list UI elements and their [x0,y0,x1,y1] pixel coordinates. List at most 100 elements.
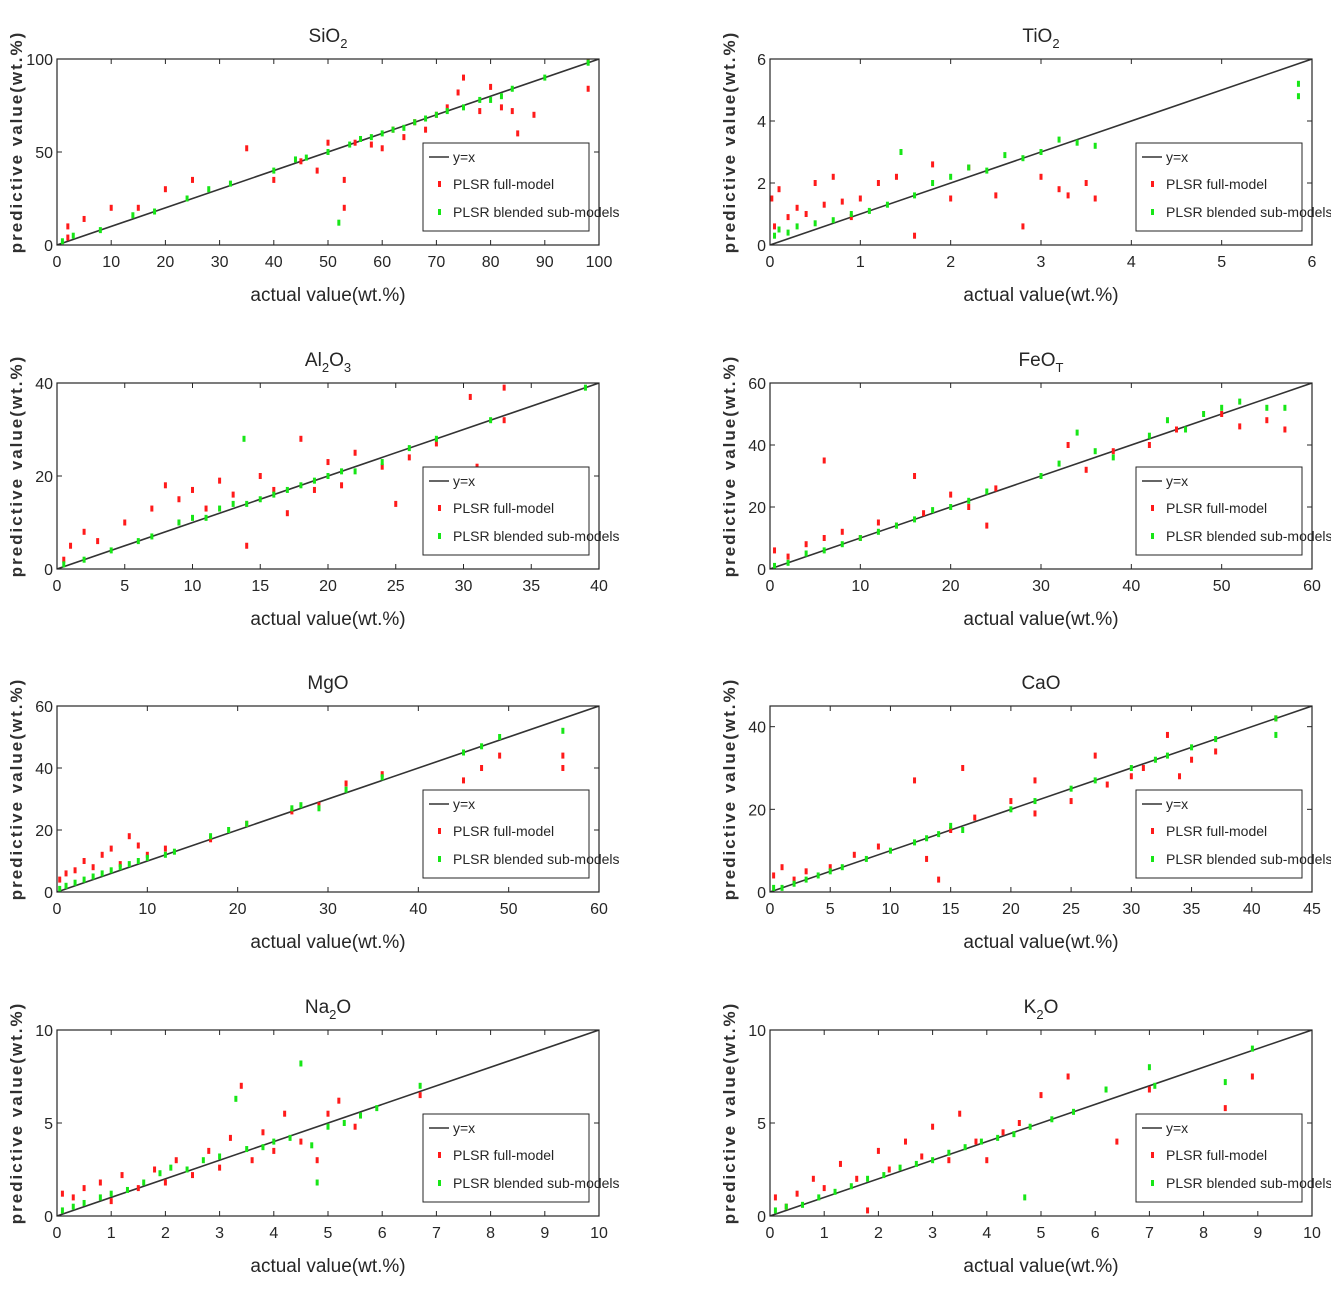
y-axis-label: predictive value(wt.%) [7,678,26,901]
full-model-point [1238,423,1242,430]
legend-label-sub: PLSR blended sub-models [1166,851,1331,867]
sub-model-point [833,1188,837,1195]
sub-model-point [185,195,189,202]
y-tick-label: 40 [748,438,766,455]
x-tick-label: 30 [211,254,229,271]
sub-model-point [337,219,341,226]
sub-model-point [207,186,211,193]
x-tick-label: 10 [882,901,900,918]
sub-model-point [344,786,348,793]
sub-model-point [1296,80,1300,87]
full-model-point [1190,756,1194,763]
legend-box [422,789,590,879]
full-model-point [58,876,62,883]
sub-model-point [375,1105,379,1112]
legend-box [422,142,590,232]
sub-model-point [353,468,357,475]
x-tick-label: 30 [1122,901,1140,918]
full-model-point [82,1185,86,1192]
sub-model-point [227,827,231,833]
sub-model-point [317,805,321,812]
full-model-point [312,486,316,493]
full-model-point [82,528,86,535]
sub-model-point [445,108,449,115]
full-model-point [299,435,303,442]
legend-sub-swatch [438,209,441,215]
sub-model-point [882,1172,886,1179]
full-model-point [191,176,194,183]
sub-model-point [98,227,102,234]
x-tick-label: 10 [590,1225,608,1242]
x-axis-label: actual value(wt.%) [250,932,405,953]
full-model-point [283,1110,287,1117]
panel-title: CaO [1021,673,1060,694]
full-model-point [922,510,926,517]
legend-sub-swatch [1151,209,1154,215]
x-tick-label: 0 [766,901,775,918]
sub-model-point [1238,398,1242,405]
full-model-point [795,204,799,211]
x-tick-label: 40 [265,254,283,271]
sub-model-point [1184,426,1188,433]
full-model-point [218,477,222,484]
x-tick-label: 5 [1037,1225,1046,1242]
x-tick-label: 1 [107,1225,116,1242]
y-tick-label: 60 [748,376,766,393]
sub-model-point [1147,1064,1151,1071]
sub-model-point [231,500,235,507]
legend: y=x PLSR full-model PLSR blended sub-model… [1135,142,1331,232]
legend-label-full: PLSR full-model [1166,176,1267,192]
legend-label-line: y=x [453,149,475,165]
x-tick-label: 70 [428,254,446,271]
full-model-point [792,876,796,883]
full-model-point [876,1147,880,1154]
full-model-point [98,1179,102,1186]
y-tick-label: 40 [748,720,766,737]
sub-model-point [1296,93,1300,100]
legend-full-swatch [438,1152,441,1158]
sub-model-point [60,1207,64,1214]
x-tick-label: 0 [53,901,62,918]
sub-model-point [967,497,971,504]
y-tick-label: 0 [757,562,766,579]
x-tick-label: 25 [1062,901,1080,918]
panel-na2o: Na2O 0 1 2 3 4 5 6 7 8 9 10 0 5 10 actual value(wt.%) pr… [7,997,620,1277]
full-model-point [876,180,880,186]
y-tick-label: 20 [748,802,766,819]
sub-model-point [177,519,181,526]
legend-label-line: y=x [1166,1120,1188,1136]
full-model-point [849,214,853,221]
sub-model-point [1274,715,1278,722]
sub-model-point [185,1166,189,1173]
sub-model-point [840,541,844,548]
full-model-point [468,393,472,400]
legend-full-swatch [1151,1152,1154,1158]
legend-label-line: y=x [1166,796,1188,812]
full-model-point [272,486,276,493]
full-model-point [795,1190,799,1197]
sub-model-point [109,1190,113,1197]
full-model-point [326,139,330,146]
sub-model-point [931,180,935,186]
full-model-point [773,223,777,230]
sub-model-point [413,119,417,126]
y-axis-label: predictive value(wt.%) [720,31,739,254]
full-model-point [191,486,194,493]
full-model-point [1220,411,1224,417]
full-model-point [163,186,167,193]
full-model-point [1129,773,1133,780]
full-model-point [191,1172,194,1179]
full-model-point [163,1179,167,1186]
x-tick-label: 60 [373,254,391,271]
x-tick-label: 3 [928,1225,937,1242]
y-tick-label: 6 [757,52,766,69]
panel-title: MgO [307,673,348,694]
x-tick-label: 40 [590,578,608,595]
sub-model-point [804,876,808,883]
sub-model-point [109,867,113,874]
full-model-point [1093,752,1097,759]
legend-sub-swatch [1151,533,1154,539]
sub-model-point [380,130,384,137]
legend-label-sub: PLSR blended sub-models [1166,1175,1331,1191]
sub-model-point [109,547,113,554]
